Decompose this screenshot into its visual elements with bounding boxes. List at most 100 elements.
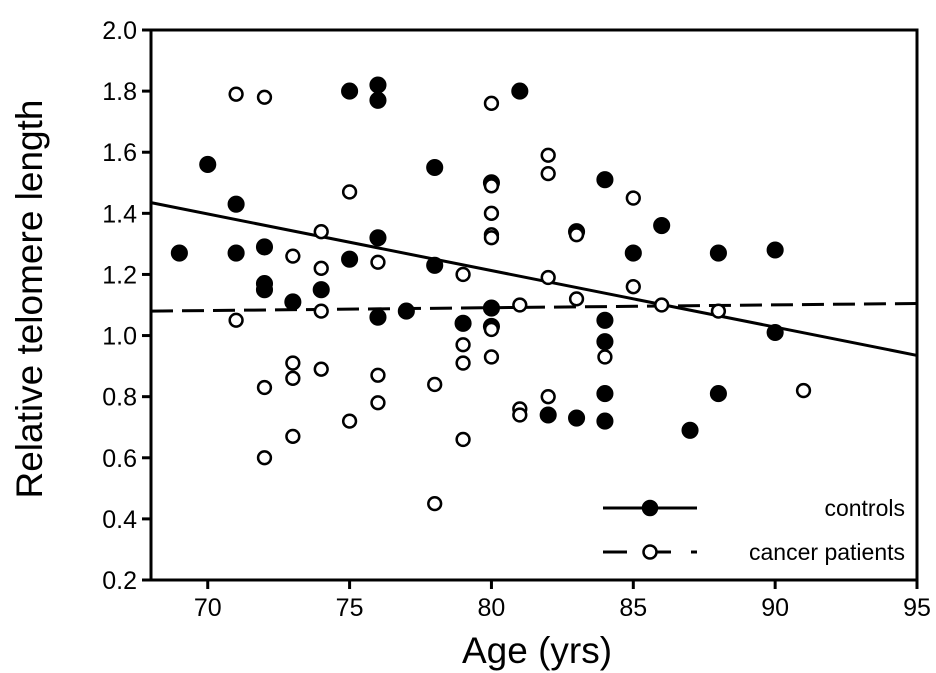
data-points bbox=[170, 76, 812, 512]
point-controls bbox=[369, 229, 387, 247]
point-controls bbox=[596, 333, 614, 351]
point-cancer-patients bbox=[483, 205, 500, 221]
point-cancer-patients bbox=[455, 355, 471, 371]
point-controls bbox=[596, 412, 614, 430]
point-controls bbox=[426, 158, 444, 177]
point-controls bbox=[511, 82, 529, 100]
point-cancer-patients bbox=[795, 382, 812, 399]
fit-lines bbox=[150, 201, 918, 357]
point-cancer-patients bbox=[512, 407, 528, 423]
point-cancer-patients bbox=[256, 89, 273, 105]
point-cancer-patients bbox=[256, 450, 273, 466]
point-cancer-patients bbox=[455, 337, 471, 353]
point-cancer-patients bbox=[625, 279, 641, 295]
point-cancer-patients bbox=[285, 370, 301, 386]
point-controls bbox=[397, 302, 415, 320]
point-cancer-patients bbox=[597, 349, 613, 365]
point-controls bbox=[255, 281, 274, 299]
legend: controls cancer patients bbox=[603, 495, 905, 565]
point-controls bbox=[369, 91, 387, 109]
point-controls bbox=[170, 244, 188, 262]
x-tick-label: 85 bbox=[619, 594, 647, 622]
point-controls bbox=[369, 308, 387, 326]
point-cancer-patients bbox=[370, 395, 386, 411]
y-tick-label: 1.2 bbox=[102, 261, 137, 289]
point-controls bbox=[596, 171, 614, 189]
fit-line-controls bbox=[150, 201, 918, 357]
point-controls bbox=[341, 82, 359, 100]
point-controls bbox=[539, 406, 557, 424]
point-controls bbox=[369, 76, 387, 94]
y-tick-label: 0.4 bbox=[102, 506, 137, 534]
point-cancer-patients bbox=[568, 291, 585, 307]
legend-marker-cancer-patients bbox=[642, 544, 658, 560]
x-tick-label: 90 bbox=[761, 594, 789, 622]
point-controls bbox=[596, 385, 614, 403]
point-cancer-patients bbox=[313, 260, 329, 276]
point-controls bbox=[624, 244, 642, 262]
y-tick-label: 0.2 bbox=[102, 567, 137, 595]
y-tick-label: 0.6 bbox=[102, 445, 137, 473]
point-controls bbox=[766, 241, 784, 259]
point-cancer-patients bbox=[540, 389, 556, 405]
point-cancer-patients bbox=[483, 321, 500, 338]
point-cancer-patients bbox=[540, 147, 556, 163]
point-cancer-patients bbox=[540, 165, 556, 182]
point-controls bbox=[709, 244, 727, 262]
point-cancer-patients bbox=[285, 428, 301, 445]
point-controls bbox=[653, 217, 671, 235]
point-cancer-patients bbox=[228, 312, 244, 328]
legend-label-cancer-patients: cancer patients bbox=[749, 539, 905, 565]
x-axis-title: Age (yrs) bbox=[462, 630, 612, 671]
point-cancer-patients bbox=[313, 224, 329, 240]
point-cancer-patients bbox=[483, 95, 500, 111]
point-controls bbox=[709, 385, 727, 403]
y-tick-label: 1.6 bbox=[102, 139, 137, 167]
point-cancer-patients bbox=[483, 178, 500, 194]
x-tick-label: 80 bbox=[478, 594, 506, 622]
point-cancer-patients bbox=[285, 355, 301, 371]
point-cancer-patients bbox=[654, 297, 670, 313]
point-cancer-patients bbox=[370, 367, 386, 383]
plot-frame bbox=[149, 28, 919, 582]
point-cancer-patients bbox=[341, 413, 358, 429]
y-tick-label: 0.8 bbox=[102, 384, 137, 412]
y-tick-label: 1.4 bbox=[102, 200, 137, 228]
point-cancer-patients bbox=[313, 303, 329, 319]
point-controls bbox=[596, 311, 614, 329]
point-controls bbox=[766, 323, 784, 342]
point-cancer-patients bbox=[512, 297, 528, 313]
y-tick-label: 1.8 bbox=[102, 78, 137, 106]
point-cancer-patients bbox=[540, 269, 556, 286]
y-axis-title: Relative telomere length bbox=[9, 100, 50, 499]
point-cancer-patients bbox=[285, 248, 301, 264]
legend-marker-controls bbox=[641, 499, 659, 517]
point-cancer-patients bbox=[228, 86, 244, 102]
point-cancer-patients bbox=[256, 379, 273, 396]
point-cancer-patients bbox=[625, 190, 641, 206]
x-axis-ticks: 70 75 80 85 90 95 bbox=[194, 580, 931, 622]
point-cancer-patients bbox=[427, 495, 443, 512]
point-cancer-patients bbox=[313, 361, 329, 377]
point-controls bbox=[681, 421, 699, 439]
point-cancer-patients bbox=[370, 254, 386, 270]
fit-line-cancer-patients bbox=[150, 301, 918, 313]
point-cancer-patients bbox=[427, 376, 443, 393]
point-controls bbox=[227, 244, 245, 262]
legend-label-controls: controls bbox=[824, 495, 905, 521]
point-cancer-patients bbox=[710, 303, 727, 319]
point-controls bbox=[482, 299, 500, 317]
point-cancer-patients bbox=[568, 227, 585, 243]
point-controls bbox=[568, 409, 586, 427]
x-tick-label: 70 bbox=[194, 594, 222, 622]
x-tick-label: 75 bbox=[336, 594, 364, 622]
point-cancer-patients bbox=[483, 230, 500, 246]
point-controls bbox=[284, 293, 302, 311]
x-tick-label: 95 bbox=[903, 594, 931, 622]
y-tick-label: 1.0 bbox=[102, 323, 137, 351]
y-axis-ticks: 0.2 0.4 0.6 0.8 1.0 1.2 1.4 1.6 1.8 2.0 bbox=[102, 17, 151, 595]
point-controls bbox=[426, 256, 444, 274]
point-controls bbox=[227, 195, 245, 213]
y-tick-label: 2.0 bbox=[102, 17, 137, 45]
